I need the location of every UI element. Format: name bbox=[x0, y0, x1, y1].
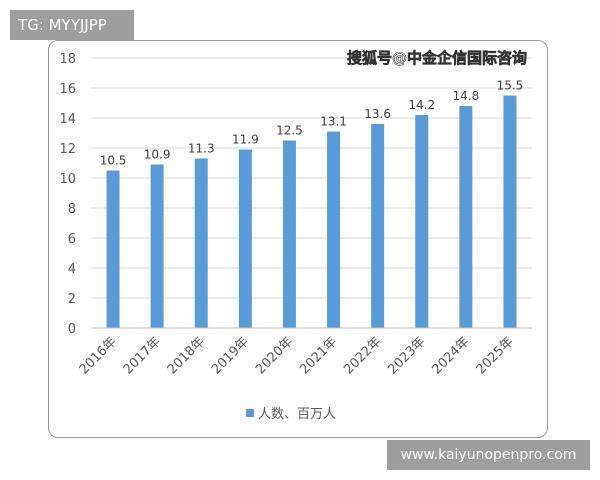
x-tick-label: 2021年 bbox=[297, 334, 340, 377]
bar-2016年 bbox=[106, 170, 120, 328]
y-tick-label: 0 bbox=[68, 322, 76, 337]
data-label: 15.5 bbox=[497, 79, 524, 93]
bars bbox=[106, 95, 517, 328]
x-tick-label: 2022年 bbox=[341, 334, 384, 377]
legend-label: 人数、百万人 bbox=[258, 407, 336, 422]
data-label: 10.5 bbox=[100, 154, 127, 168]
bar-2019年 bbox=[238, 149, 252, 328]
y-tick-label: 12 bbox=[59, 142, 76, 157]
bar-2017年 bbox=[150, 164, 164, 328]
x-tick-label: 2018年 bbox=[165, 334, 208, 377]
data-label: 14.8 bbox=[452, 89, 479, 103]
y-axis-ticks: 0 2 4 6 8 10 12 14 16 18 bbox=[59, 52, 76, 337]
tg-tag-badge: TG: MYYJJPP bbox=[10, 10, 134, 40]
data-label: 14.2 bbox=[408, 98, 435, 112]
x-tick-label: 2025年 bbox=[474, 334, 517, 377]
legend-swatch bbox=[246, 409, 254, 417]
x-tick-label: 2019年 bbox=[209, 334, 252, 377]
y-tick-label: 4 bbox=[68, 262, 76, 277]
bar-2022年 bbox=[371, 124, 385, 328]
bar-2018年 bbox=[194, 158, 208, 328]
y-tick-label: 10 bbox=[59, 172, 76, 187]
site-url-badge: www.kaiyunopenpro.com bbox=[387, 440, 590, 470]
data-label: 11.9 bbox=[232, 133, 259, 147]
x-tick-label: 2017年 bbox=[121, 334, 164, 377]
legend: 人数、百万人 bbox=[246, 407, 336, 422]
y-tick-label: 14 bbox=[59, 112, 76, 127]
data-label: 12.5 bbox=[276, 124, 303, 138]
y-tick-label: 6 bbox=[68, 232, 76, 247]
watermark-text: 搜狐号@中金企信国际咨询 bbox=[347, 49, 527, 67]
data-label: 10.9 bbox=[144, 148, 171, 162]
x-tick-label: 2016年 bbox=[77, 334, 120, 377]
y-tick-label: 8 bbox=[68, 202, 76, 217]
x-tick-label: 2020年 bbox=[253, 334, 296, 377]
bar-2023年 bbox=[415, 115, 429, 328]
x-tick-label: 2023年 bbox=[385, 334, 428, 377]
y-tick-label: 2 bbox=[68, 292, 76, 307]
y-tick-label: 18 bbox=[59, 52, 76, 67]
x-axis-ticks: 2016年 2017年 2018年 2019年 2020年 2021年 2022年 2023年… bbox=[77, 334, 517, 377]
data-labels: 10.5 10.9 11.3 11.9 12.5 13.1 13.6 14.2 14.8 15.5 bbox=[100, 79, 524, 168]
data-label: 13.6 bbox=[364, 107, 391, 121]
bar-2021年 bbox=[327, 131, 341, 328]
bar-2020年 bbox=[282, 140, 296, 328]
data-label: 13.1 bbox=[320, 115, 347, 129]
bar-2024年 bbox=[459, 106, 473, 328]
y-tick-label: 16 bbox=[59, 82, 76, 97]
gridlines bbox=[91, 57, 532, 299]
x-tick-label: 2024年 bbox=[429, 334, 472, 377]
bar-2025年 bbox=[503, 95, 517, 328]
data-label: 11.3 bbox=[188, 142, 215, 156]
